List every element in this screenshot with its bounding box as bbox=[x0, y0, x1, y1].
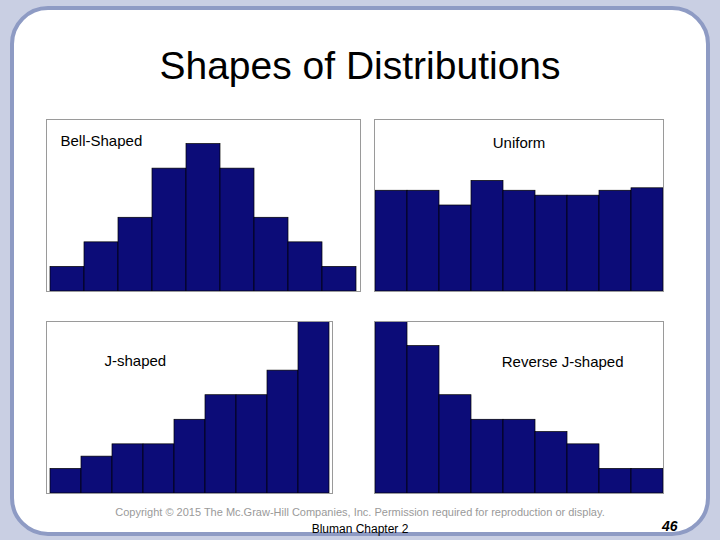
html-text:Bluman Chapter 2: Bluman Chapter 2 bbox=[311, 522, 409, 536]
html-text:46: 46 bbox=[662, 518, 678, 534]
svg-text:Bell-Shaped: Bell-Shaped bbox=[61, 132, 143, 149]
svg-text:J-shaped: J-shaped bbox=[105, 352, 167, 369]
html-text:Copyright © 2015 The Mc.Graw-H: Copyright © 2015 The Mc.Graw-Hill Compan… bbox=[115, 506, 605, 518]
svg-text:Uniform: Uniform bbox=[493, 134, 546, 151]
html-text:Shapes of Distributions: Shapes of Distributions bbox=[159, 44, 561, 87]
svg-text:Reverse J-shaped: Reverse J-shaped bbox=[502, 353, 624, 370]
